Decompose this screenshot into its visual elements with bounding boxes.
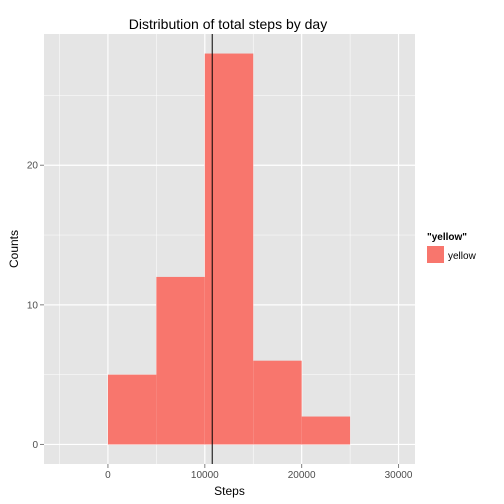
legend-swatch — [427, 246, 444, 263]
legend: "yellow" yellow — [427, 232, 477, 263]
plot-panel — [44, 34, 415, 464]
x-axis: 0 10000 20000 30000 — [105, 464, 413, 481]
y-tick-label: 0 — [32, 440, 38, 451]
y-tick-label: 20 — [27, 161, 39, 172]
histogram-bars — [107, 53, 351, 445]
x-tick-label: 30000 — [385, 470, 413, 481]
x-tick-label: 20000 — [288, 470, 316, 481]
histogram-bar — [204, 53, 254, 445]
legend-title: "yellow" — [427, 232, 467, 243]
legend-label: yellow — [448, 251, 477, 262]
histogram-bar — [107, 374, 157, 445]
x-tick-label: 10000 — [191, 470, 219, 481]
histogram-bar — [301, 416, 351, 445]
histogram-bar — [253, 360, 302, 445]
y-axis: 0 10 20 — [27, 161, 44, 451]
y-axis-title: Counts — [7, 230, 21, 268]
x-tick-label: 0 — [105, 470, 111, 481]
y-tick-label: 10 — [27, 300, 39, 311]
histogram-bar — [156, 276, 205, 445]
chart-title: Distribution of total steps by day — [129, 16, 327, 32]
x-axis-title: Steps — [214, 484, 245, 498]
